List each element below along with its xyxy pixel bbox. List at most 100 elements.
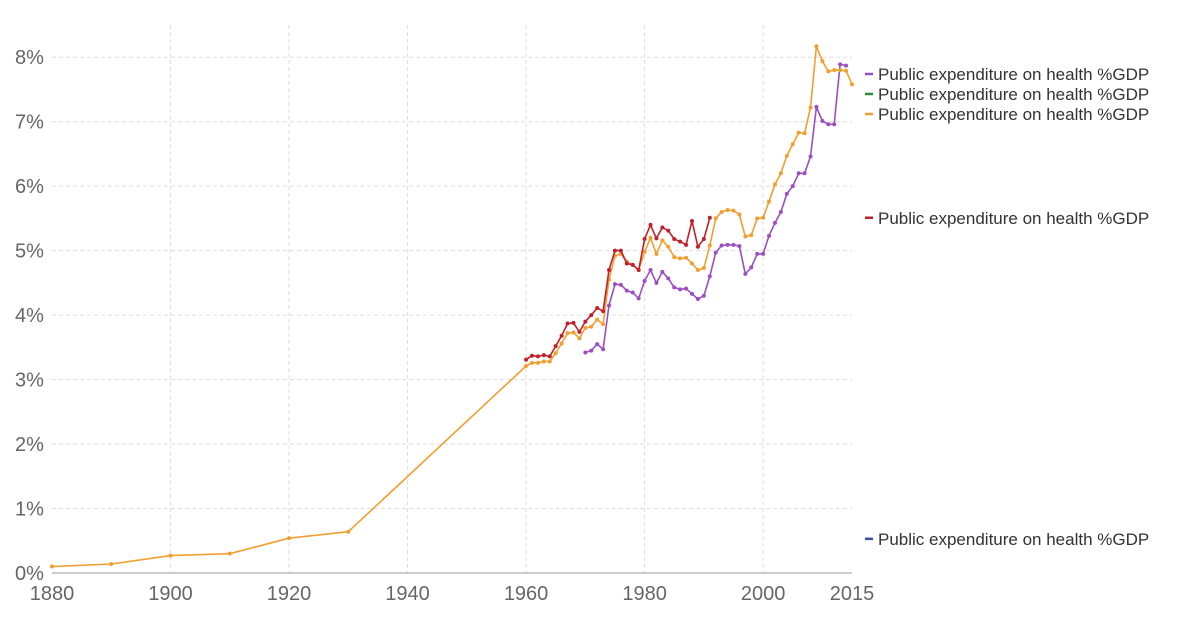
data-point bbox=[559, 341, 564, 346]
data-point bbox=[772, 220, 777, 225]
data-point bbox=[535, 360, 540, 365]
data-point bbox=[612, 248, 617, 253]
data-point bbox=[660, 225, 665, 230]
data-point bbox=[624, 288, 629, 293]
data-point bbox=[642, 249, 647, 254]
data-point bbox=[571, 330, 576, 335]
data-point bbox=[737, 212, 742, 217]
legend: Public expenditure on health %GDP Public … bbox=[865, 65, 1149, 549]
y-axis: 0% 1% 2% 3% 4% 5% 6% 7% 8% bbox=[15, 47, 44, 585]
y-tick-label: 7% bbox=[15, 112, 44, 134]
data-point bbox=[690, 291, 694, 296]
data-point bbox=[636, 296, 641, 301]
data-point bbox=[784, 191, 789, 196]
data-point bbox=[767, 233, 772, 238]
data-point bbox=[601, 309, 606, 314]
x-tick-label: 1880 bbox=[30, 583, 75, 605]
data-point bbox=[796, 130, 801, 135]
series-line bbox=[524, 215, 712, 362]
data-point bbox=[719, 243, 724, 248]
data-point bbox=[761, 251, 766, 256]
data-point bbox=[814, 104, 819, 109]
x-tick-label: 1980 bbox=[622, 583, 667, 605]
x-tick-label: 1920 bbox=[267, 583, 312, 605]
data-point bbox=[565, 321, 570, 326]
data-point bbox=[648, 267, 653, 272]
data-point bbox=[684, 242, 689, 247]
data-point bbox=[660, 269, 665, 274]
data-point bbox=[802, 131, 807, 136]
data-point bbox=[50, 564, 54, 569]
data-point bbox=[553, 351, 558, 356]
data-point bbox=[583, 319, 588, 324]
y-tick-label: 8% bbox=[15, 47, 44, 69]
data-point bbox=[654, 251, 659, 256]
data-point bbox=[547, 354, 552, 359]
x-axis: 1880 1900 1920 1940 1960 1980 2000 2015 bbox=[30, 572, 875, 605]
legend-label: Public expenditure on health %GDP bbox=[878, 209, 1149, 228]
data-point bbox=[672, 237, 677, 242]
data-point bbox=[749, 265, 754, 270]
data-point bbox=[713, 250, 718, 255]
data-point bbox=[820, 119, 825, 124]
data-point bbox=[695, 297, 700, 301]
data-point bbox=[577, 336, 582, 341]
data-point bbox=[541, 353, 546, 358]
data-point bbox=[767, 199, 772, 204]
grid bbox=[52, 25, 852, 573]
data-point bbox=[636, 267, 641, 272]
legend-label: Public expenditure on health %GDP bbox=[878, 105, 1149, 124]
plot-area bbox=[50, 44, 854, 569]
data-point bbox=[524, 357, 529, 362]
data-point bbox=[648, 235, 653, 240]
data-point bbox=[535, 354, 540, 359]
y-tick-label: 2% bbox=[15, 434, 44, 456]
data-point bbox=[595, 342, 600, 347]
data-point bbox=[784, 153, 789, 158]
data-point bbox=[346, 529, 351, 534]
y-tick-label: 3% bbox=[15, 370, 44, 392]
data-point bbox=[684, 255, 689, 260]
data-point bbox=[772, 182, 777, 187]
data-point bbox=[547, 359, 552, 364]
data-point bbox=[607, 267, 612, 272]
x-tick-label: 2015 bbox=[830, 583, 875, 605]
data-point bbox=[618, 248, 623, 253]
data-point bbox=[695, 267, 700, 272]
data-point bbox=[690, 261, 694, 266]
data-point bbox=[725, 208, 730, 213]
y-tick-label: 6% bbox=[15, 176, 44, 198]
data-point bbox=[778, 171, 783, 176]
data-point bbox=[755, 216, 760, 221]
data-point bbox=[802, 171, 807, 176]
y-tick-label: 0% bbox=[15, 563, 44, 585]
data-point bbox=[678, 256, 683, 261]
data-point bbox=[589, 348, 594, 353]
data-point bbox=[666, 244, 671, 249]
data-point bbox=[790, 184, 795, 189]
data-point bbox=[553, 344, 558, 349]
data-point bbox=[530, 360, 534, 365]
data-point bbox=[814, 44, 819, 49]
data-point bbox=[672, 285, 677, 290]
data-point bbox=[583, 350, 588, 355]
data-point bbox=[755, 251, 760, 256]
legend-item: Public expenditure on health %GDP bbox=[865, 530, 1149, 549]
data-point bbox=[601, 347, 606, 352]
data-point bbox=[684, 286, 689, 291]
series-line bbox=[583, 62, 849, 355]
x-tick-label: 1940 bbox=[385, 583, 430, 605]
legend-label: Public expenditure on health %GDP bbox=[878, 65, 1149, 84]
data-point bbox=[524, 364, 529, 369]
data-point bbox=[707, 243, 712, 248]
y-tick-label: 5% bbox=[15, 241, 44, 263]
series-path bbox=[51, 45, 853, 568]
data-point bbox=[743, 234, 748, 239]
data-point bbox=[838, 62, 843, 67]
data-point bbox=[660, 238, 665, 243]
data-point bbox=[719, 209, 724, 214]
data-point bbox=[808, 154, 813, 159]
data-point bbox=[642, 278, 647, 283]
data-point bbox=[832, 122, 837, 127]
data-point bbox=[565, 331, 570, 336]
